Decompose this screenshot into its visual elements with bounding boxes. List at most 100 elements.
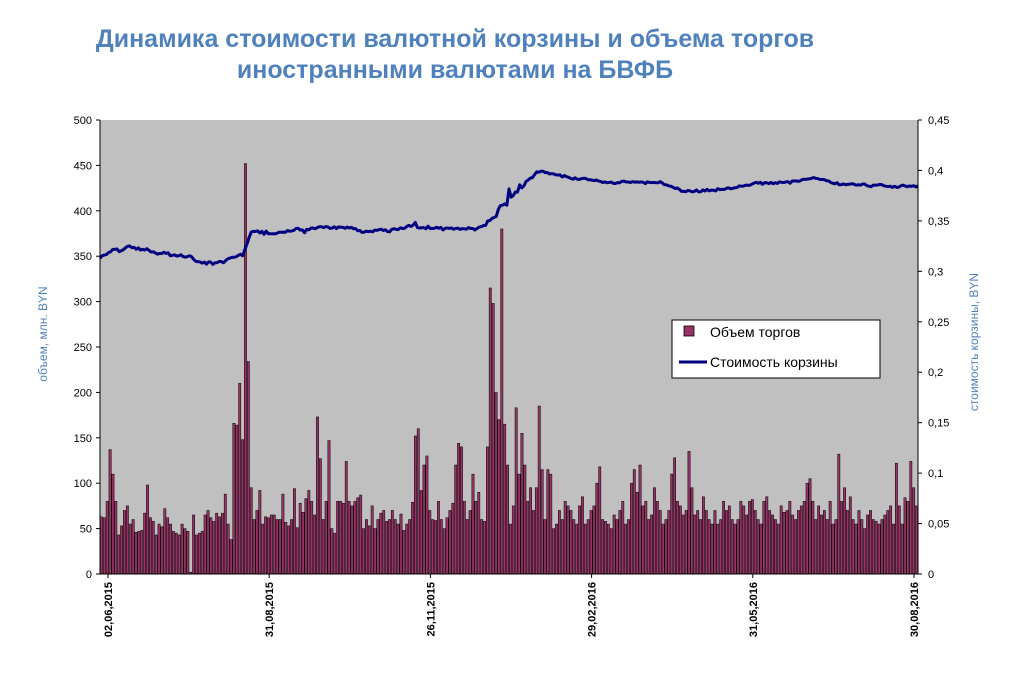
volume-bar: [365, 519, 368, 575]
volume-bar: [555, 523, 558, 575]
volume-bar: [797, 510, 800, 575]
volume-bar: [843, 487, 846, 575]
volume-bar: [367, 525, 371, 575]
volume-bar: [390, 510, 394, 575]
volume-bar: [696, 510, 700, 575]
volume-bar: [503, 423, 507, 575]
volume-bar: [379, 512, 383, 575]
volume-bar: [370, 505, 374, 575]
volume-bar: [719, 519, 723, 575]
volume-bar: [702, 496, 705, 575]
volume-bar: [413, 435, 417, 575]
volume-bar: [313, 514, 316, 575]
volume-bar: [892, 523, 895, 575]
volume-bar: [321, 519, 325, 575]
volume-bar: [428, 510, 432, 575]
volume-bar: [448, 510, 452, 575]
volume-bar: [506, 464, 509, 575]
volume-bar: [399, 513, 403, 575]
volume-bar: [267, 517, 270, 575]
volume-bar: [725, 510, 728, 575]
volume-bar: [290, 519, 293, 575]
volume-bar: [373, 528, 377, 575]
volume-bar: [249, 487, 253, 575]
volume-bar: [912, 487, 916, 575]
volume-bar: [393, 519, 397, 575]
volume-bar: [771, 514, 774, 575]
volume-bar: [388, 519, 391, 575]
volume-bar: [514, 407, 518, 575]
volume-bar: [540, 469, 544, 575]
volume-bar: [606, 523, 610, 575]
y-right-tick-label: 0,1: [928, 468, 943, 480]
volume-bar: [874, 521, 878, 575]
volume-bar: [782, 512, 786, 575]
volume-bar: [437, 501, 440, 575]
volume-bar: [180, 523, 184, 575]
volume-bar: [860, 519, 864, 575]
volume-bar: [431, 519, 435, 575]
volume-bar: [632, 469, 636, 575]
legend-box: [671, 319, 881, 379]
volume-bar: [140, 530, 144, 575]
volume-bar: [581, 496, 584, 575]
volume-bar: [598, 466, 602, 575]
volume-bar: [748, 501, 751, 575]
volume-bar: [174, 532, 178, 575]
volume-bar: [235, 424, 239, 575]
y-left-tick-label: 500: [74, 115, 92, 127]
volume-bar: [690, 487, 694, 575]
volume-bar: [589, 510, 593, 575]
x-tick-label: 31,08,2015: [264, 582, 276, 637]
x-tick-label: 30,08,2016: [909, 582, 921, 637]
volume-bar: [750, 499, 754, 575]
volume-bar: [491, 303, 495, 575]
volume-bar: [195, 534, 198, 575]
volume-bar: [480, 519, 484, 575]
volume-bar: [151, 521, 155, 575]
volume-bar: [791, 514, 795, 575]
volume-bar: [500, 228, 504, 575]
volume-bar: [897, 505, 901, 575]
volume-bar: [488, 287, 492, 575]
volume-bar: [261, 523, 265, 575]
volume-bar: [465, 519, 469, 575]
volume-bar: [840, 501, 844, 575]
volume-bar: [583, 523, 587, 575]
volume-bar: [460, 446, 463, 575]
volume-bar: [258, 490, 262, 575]
volume-bar: [411, 502, 414, 575]
volume-bar: [753, 510, 757, 575]
volume-bar: [200, 531, 204, 575]
volume-bar: [670, 473, 674, 575]
volume-bar: [560, 519, 564, 575]
volume-bar: [877, 523, 881, 575]
volume-bar: [716, 523, 720, 575]
volume-bar: [422, 464, 426, 575]
volume-bar: [866, 514, 869, 575]
volume-bar: [425, 455, 429, 575]
volume-bar: [517, 473, 521, 575]
volume-bar: [612, 514, 616, 575]
volume-bar: [128, 523, 132, 575]
volume-bar: [621, 501, 625, 575]
volume-bar: [218, 516, 221, 575]
volume-bar: [486, 446, 489, 575]
volume-bar: [232, 423, 236, 575]
volume-bar: [416, 428, 420, 575]
bars-series: [100, 163, 918, 575]
volume-bar: [255, 510, 259, 575]
volume-bar: [618, 510, 622, 575]
volume-bar: [650, 514, 653, 575]
volume-bar: [123, 510, 126, 575]
legend-line-label: Стоимость корзины: [710, 354, 838, 370]
volume-bar: [630, 482, 633, 575]
volume-bar: [382, 510, 386, 575]
volume-bar: [511, 505, 515, 575]
y-axis-left-label: объем, млн. BYN: [36, 286, 50, 381]
volume-bar: [895, 462, 898, 575]
volume-bar: [742, 505, 746, 575]
volume-bar: [462, 501, 466, 575]
y-left-tick-label: 200: [74, 387, 92, 399]
volume-bar: [566, 505, 570, 575]
